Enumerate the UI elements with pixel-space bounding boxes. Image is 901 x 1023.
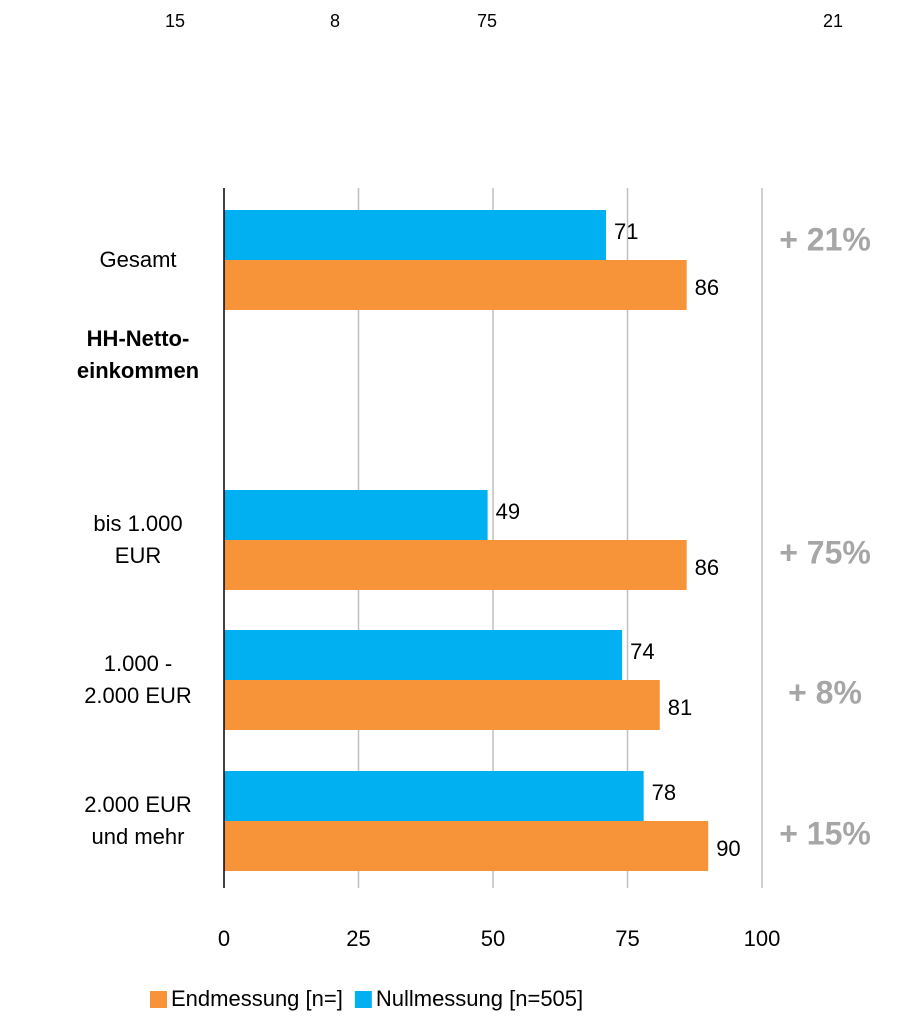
top-label: 21 (823, 11, 843, 31)
legend-label: Endmessung [n=] (171, 986, 343, 1011)
category-label: 1.000 - 2.000 EUR (84, 651, 192, 708)
x-tick-label: 0 (218, 926, 230, 951)
bar (224, 210, 606, 260)
x-tick-label: 25 (346, 926, 370, 951)
legend-label: Nullmessung [n=505] (376, 986, 583, 1011)
value-label: 74 (630, 639, 654, 664)
x-tick-label: 100 (744, 926, 781, 951)
category-label: 2.000 EUR und mehr (84, 792, 192, 849)
top-label: 75 (477, 11, 497, 31)
value-label: 81 (668, 695, 692, 720)
value-label: 71 (614, 219, 638, 244)
annotation: + 21% (779, 221, 871, 257)
value-label: 78 (652, 780, 676, 805)
legend-swatch (354, 991, 372, 1008)
value-label: 90 (716, 836, 740, 861)
bar (224, 260, 687, 310)
bar (224, 540, 687, 590)
bar (224, 490, 488, 540)
top-label: 15 (165, 11, 185, 31)
bar (224, 821, 709, 871)
annotation: + 75% (779, 534, 871, 570)
category-label: bis 1.000 EUR (93, 511, 183, 568)
annotation: + 15% (779, 815, 871, 851)
bar (224, 771, 644, 821)
value-label: 49 (496, 499, 520, 524)
bar (224, 680, 660, 730)
x-tick-label: 75 (615, 926, 639, 951)
value-label: 86 (695, 275, 719, 300)
value-label: 86 (695, 555, 719, 580)
x-tick-label: 50 (481, 926, 505, 951)
category-label: HH-Netto- einkommen (76, 326, 200, 383)
legend-swatch (150, 991, 167, 1008)
top-label: 8 (330, 11, 340, 31)
bar (224, 630, 623, 680)
category-label: Gesamt (99, 247, 177, 272)
annotation: + 8% (788, 674, 862, 710)
